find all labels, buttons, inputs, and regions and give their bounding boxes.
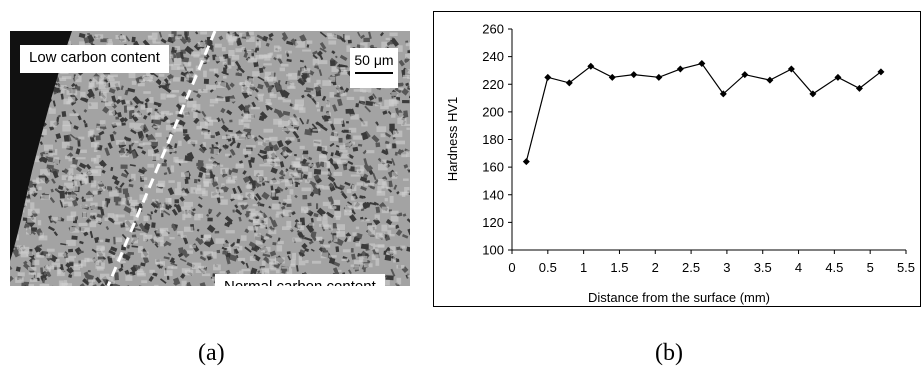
data-point (877, 68, 885, 76)
chart-series (522, 60, 885, 166)
y-tick-label: 240 (482, 49, 504, 64)
scale-bar-line (355, 72, 393, 74)
data-point (855, 84, 863, 92)
caption-a: (a) (198, 340, 225, 366)
data-point (719, 90, 727, 98)
data-point (544, 73, 552, 81)
x-tick-label: 3 (723, 260, 730, 275)
caption-b: (b) (655, 340, 683, 366)
low-carbon-label: Low carbon content (20, 45, 169, 73)
micrograph-texture (10, 31, 410, 286)
x-tick-label: 3.5 (754, 260, 772, 275)
data-point (522, 158, 530, 166)
data-point (655, 73, 663, 81)
data-point (787, 65, 795, 73)
y-tick-label: 120 (482, 215, 504, 230)
boundary-dashed-line (106, 31, 217, 286)
x-tick-label: 4 (795, 260, 802, 275)
data-point (676, 65, 684, 73)
x-tick-label: 1 (580, 260, 587, 275)
scale-bar: 50 μm (350, 48, 398, 88)
y-tick-label: 260 (482, 22, 504, 37)
data-point (608, 73, 616, 81)
data-point (741, 71, 749, 79)
hardness-chart: 100 120 140 160 180 200 220 240 260 0 0.5 1 1.5 2 2.5 3… (433, 11, 921, 307)
y-tick-label: 220 (482, 77, 504, 92)
y-tick-label: 180 (482, 132, 504, 147)
chart-ticks: 100 120 140 160 180 200 220 240 260 0 0.5 1 1.5 2 2.5 3… (482, 22, 915, 276)
micrograph: Low carbon content Normal carbon content… (10, 31, 410, 286)
data-point (565, 79, 573, 87)
y-tick-label: 140 (482, 187, 504, 202)
data-point (809, 90, 817, 98)
x-tick-label: 0 (508, 260, 515, 275)
chart-axes (511, 29, 906, 251)
y-tick-label: 200 (482, 104, 504, 119)
y-tick-label: 160 (482, 160, 504, 175)
y-axis-label: Hardness HV1 (445, 97, 460, 182)
series-line (525, 62, 882, 162)
data-point (698, 60, 706, 68)
x-tick-label: 1.5 (610, 260, 628, 275)
x-tick-label: 5.5 (897, 260, 915, 275)
x-tick-label: 4.5 (825, 260, 843, 275)
x-tick-label: 2 (652, 260, 659, 275)
x-tick-label: 0.5 (539, 260, 557, 275)
surface-dark-region (10, 31, 72, 261)
x-axis-label: Distance from the surface (mm) (588, 290, 770, 305)
data-point (766, 76, 774, 84)
x-tick-label: 5 (867, 260, 874, 275)
chart-canvas: 100 120 140 160 180 200 220 240 260 0 0.5 1 1.5 2 2.5 3… (445, 22, 915, 306)
data-point (834, 73, 842, 81)
scale-bar-label: 50 μm (354, 52, 394, 68)
normal-carbon-label: Normal carbon content (215, 274, 385, 286)
x-tick-label: 2.5 (682, 260, 700, 275)
data-point (587, 62, 595, 70)
data-point (630, 71, 638, 79)
y-tick-label: 100 (482, 243, 504, 258)
